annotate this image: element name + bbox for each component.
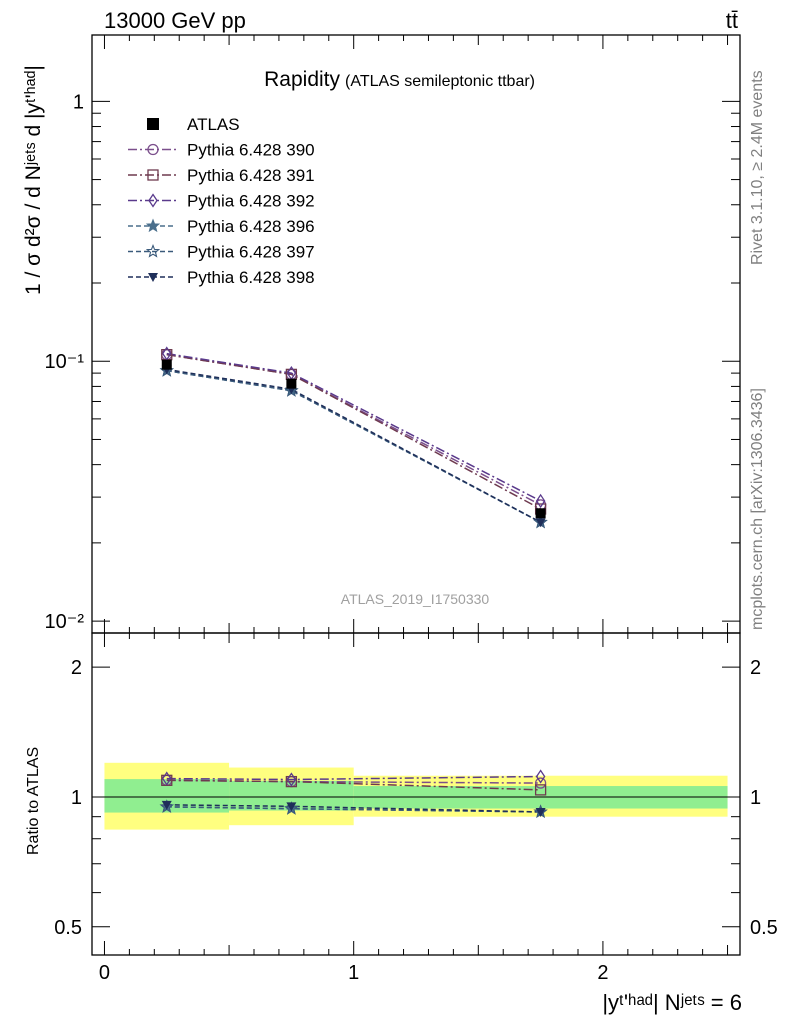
- header-process: tt̄: [726, 8, 738, 33]
- ratio-y-tick-label-left: 1: [71, 787, 82, 809]
- legend-label: Pythia 6.428 391: [187, 166, 315, 185]
- x-tick-label: 2: [597, 962, 608, 984]
- mcplots-label: mcplots.cern.ch [arXiv:1306.3436]: [749, 388, 766, 630]
- series-point-ratio: [534, 777, 547, 789]
- series-point-top: [535, 518, 546, 528]
- series-line-top: [166, 353, 541, 506]
- title-main: Rapidity: [264, 68, 340, 91]
- y-tick-label-top: 10⁻²: [45, 611, 85, 633]
- series-line-top: [166, 352, 541, 502]
- series-line-top: [166, 353, 541, 510]
- series-lines: [166, 352, 541, 813]
- x-tick-label: 0: [99, 962, 110, 984]
- legend-marker: [148, 193, 158, 208]
- legend-label: Pythia 6.428 398: [187, 268, 315, 287]
- series-point-ratio: [286, 772, 297, 787]
- x-tick-label: 1: [348, 962, 359, 984]
- legend-label-atlas: ATLAS: [187, 115, 240, 134]
- data-point: [286, 378, 297, 389]
- series-line-top: [166, 369, 541, 523]
- series-markers: [159, 346, 548, 819]
- series-point-ratio: [534, 784, 547, 796]
- series-line-top: [166, 369, 541, 523]
- data-point: [161, 359, 172, 370]
- uncertainty-bands: [92, 762, 740, 830]
- plot-title: Rapidity (ATLAS semileptonic ttbar): [264, 68, 535, 91]
- ratio-y-tick-label-right: 0.5: [750, 917, 778, 939]
- legend-marker: [145, 218, 161, 233]
- x-axis-title: |yᵗ'ʰᵃᵈ| Nʲᵉᵗˢ = 6: [602, 990, 742, 1015]
- axes: 0 1 2 1 10⁻¹ 10⁻² 2 2 1 1 0.5 0.5: [45, 34, 778, 984]
- series-line-ratio: [166, 775, 541, 781]
- ratio-y-tick-label-right: 1: [750, 787, 761, 809]
- legend-label: Pythia 6.428 390: [187, 141, 315, 160]
- series-point-ratio: [535, 807, 546, 817]
- series-point-top: [161, 346, 172, 361]
- series-point-ratio: [535, 769, 546, 784]
- ratio-panel-frame: [91, 632, 741, 956]
- y-tick-label-top: 10⁻¹: [45, 351, 85, 373]
- legend-label: Pythia 6.428 396: [187, 217, 315, 236]
- legend-marker: [148, 273, 158, 282]
- analysis-watermark: ATLAS_2019_I1750330: [341, 591, 490, 607]
- y-tick-label-top: 1: [73, 91, 84, 113]
- title-sub: (ATLAS semileptonic ttbar): [345, 73, 535, 90]
- legend-marker-atlas: [147, 118, 159, 130]
- series-point-ratio: [161, 771, 172, 786]
- y-axis-title-ratio: Ratio to ATLAS: [25, 747, 42, 855]
- series-line-ratio: [166, 779, 541, 791]
- y-axis-title-top: 1 / σ d²σ / d Nʲᵉᵗˢ d |yᵗ'ʰᵃᵈ|: [22, 65, 45, 295]
- legend-marker: [145, 243, 161, 258]
- legend-label: Pythia 6.428 397: [187, 243, 315, 262]
- legend-label: Pythia 6.428 392: [187, 192, 315, 211]
- series-point-ratio: [284, 801, 299, 815]
- ratio-y-tick-label-left: 2: [71, 657, 82, 679]
- series-line-top: [166, 368, 541, 523]
- header-energy: 13000 GeV pp: [104, 8, 246, 33]
- legend: ATLAS Pythia 6.428 390 Pythia 6.428 391 Pyt…: [128, 115, 315, 287]
- series-point-top: [535, 493, 546, 509]
- series-point-ratio: [161, 800, 172, 810]
- ratio-y-tick-label-left: 0.5: [54, 917, 82, 939]
- data-point: [535, 508, 546, 519]
- series-point-ratio: [286, 802, 297, 812]
- legend-marker: [147, 169, 159, 181]
- ratio-y-tick-label-right: 2: [750, 657, 761, 679]
- rivet-label: Rivet 3.1.10, ≥ 2.4M events: [749, 70, 766, 265]
- legend-marker: [147, 143, 159, 156]
